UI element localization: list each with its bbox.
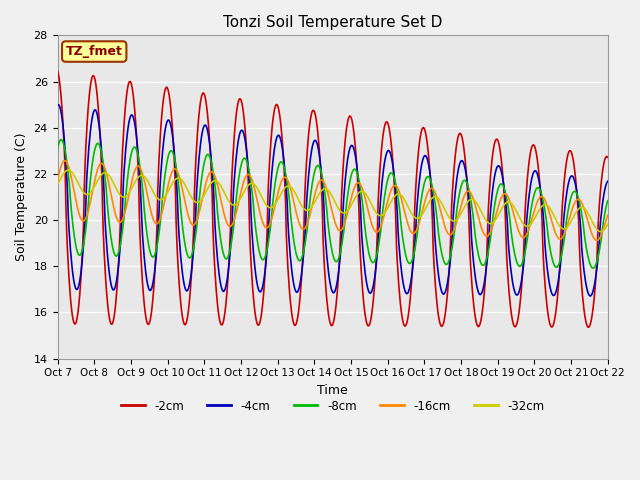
Y-axis label: Soil Temperature (C): Soil Temperature (C) xyxy=(15,132,28,261)
Title: Tonzi Soil Temperature Set D: Tonzi Soil Temperature Set D xyxy=(223,15,442,30)
X-axis label: Time: Time xyxy=(317,384,348,397)
Text: TZ_fmet: TZ_fmet xyxy=(66,45,123,58)
Legend: -2cm, -4cm, -8cm, -16cm, -32cm: -2cm, -4cm, -8cm, -16cm, -32cm xyxy=(116,395,549,417)
